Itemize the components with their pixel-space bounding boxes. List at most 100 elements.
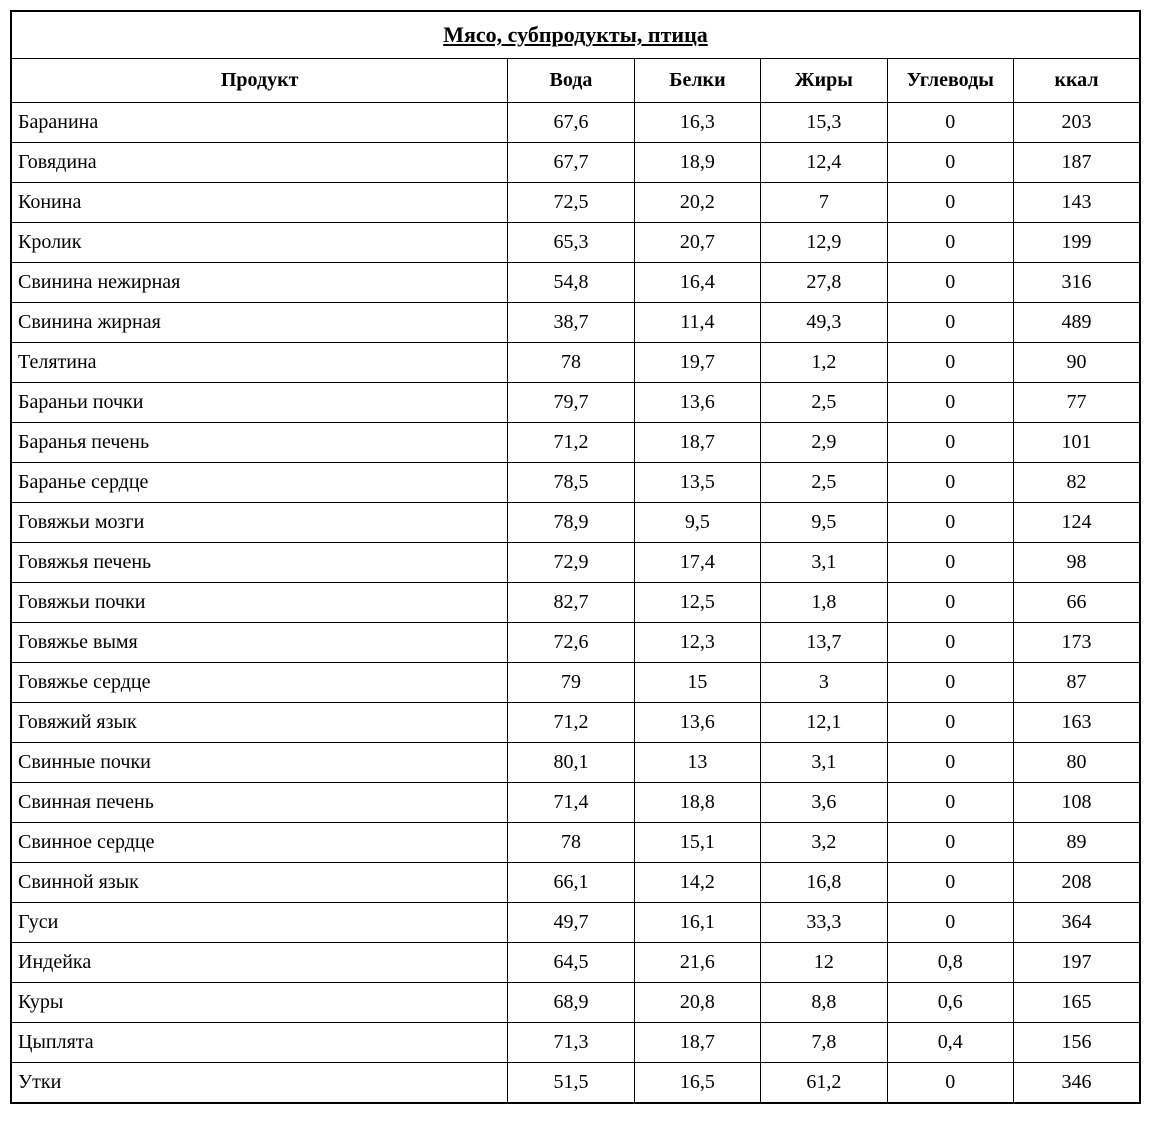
- product-cell: Свинная печень: [11, 783, 508, 823]
- column-header-protein: Белки: [634, 59, 760, 103]
- product-cell: Говяжьи мозги: [11, 503, 508, 543]
- data-cell: 16,4: [634, 263, 760, 303]
- data-cell: 7: [761, 183, 887, 223]
- data-cell: 0: [887, 583, 1013, 623]
- data-cell: 3,1: [761, 743, 887, 783]
- data-cell: 12,9: [761, 223, 887, 263]
- data-cell: 16,5: [634, 1063, 760, 1104]
- data-cell: 0: [887, 743, 1013, 783]
- product-cell: Свинной язык: [11, 863, 508, 903]
- data-cell: 0: [887, 263, 1013, 303]
- table-row: Свинина жирная38,711,449,30489: [11, 303, 1140, 343]
- data-cell: 33,3: [761, 903, 887, 943]
- data-cell: 0,6: [887, 983, 1013, 1023]
- data-cell: 1,8: [761, 583, 887, 623]
- product-cell: Говяжий язык: [11, 703, 508, 743]
- data-cell: 71,2: [508, 703, 634, 743]
- data-cell: 1,2: [761, 343, 887, 383]
- data-cell: 0: [887, 423, 1013, 463]
- product-cell: Свинное сердце: [11, 823, 508, 863]
- table-row: Говяжье сердце79153087: [11, 663, 1140, 703]
- data-cell: 67,7: [508, 143, 634, 183]
- product-cell: Баранья печень: [11, 423, 508, 463]
- column-header-fat: Жиры: [761, 59, 887, 103]
- data-cell: 9,5: [761, 503, 887, 543]
- data-cell: 143: [1014, 183, 1140, 223]
- data-cell: 13,6: [634, 383, 760, 423]
- product-cell: Утки: [11, 1063, 508, 1104]
- data-cell: 0: [887, 103, 1013, 143]
- data-cell: 14,2: [634, 863, 760, 903]
- data-cell: 163: [1014, 703, 1140, 743]
- table-row: Говяжье вымя72,612,313,70173: [11, 623, 1140, 663]
- data-cell: 12,1: [761, 703, 887, 743]
- data-cell: 71,2: [508, 423, 634, 463]
- data-cell: 15,3: [761, 103, 887, 143]
- data-cell: 27,8: [761, 263, 887, 303]
- product-cell: Кролик: [11, 223, 508, 263]
- data-cell: 156: [1014, 1023, 1140, 1063]
- data-cell: 199: [1014, 223, 1140, 263]
- data-cell: 49,7: [508, 903, 634, 943]
- table-row: Свинные почки80,1133,1080: [11, 743, 1140, 783]
- data-cell: 78,9: [508, 503, 634, 543]
- data-cell: 165: [1014, 983, 1140, 1023]
- data-cell: 80: [1014, 743, 1140, 783]
- table-row: Баранья печень71,218,72,90101: [11, 423, 1140, 463]
- data-cell: 82,7: [508, 583, 634, 623]
- data-cell: 0: [887, 863, 1013, 903]
- table-row: Конина72,520,270143: [11, 183, 1140, 223]
- data-cell: 203: [1014, 103, 1140, 143]
- table-row: Кролик65,320,712,90199: [11, 223, 1140, 263]
- data-cell: 11,4: [634, 303, 760, 343]
- data-cell: 78,5: [508, 463, 634, 503]
- data-cell: 67,6: [508, 103, 634, 143]
- data-cell: 0: [887, 223, 1013, 263]
- data-cell: 64,5: [508, 943, 634, 983]
- data-cell: 0: [887, 903, 1013, 943]
- data-cell: 0: [887, 783, 1013, 823]
- product-cell: Куры: [11, 983, 508, 1023]
- data-cell: 0: [887, 143, 1013, 183]
- data-cell: 17,4: [634, 543, 760, 583]
- data-cell: 13,7: [761, 623, 887, 663]
- data-cell: 12,4: [761, 143, 887, 183]
- data-cell: 72,6: [508, 623, 634, 663]
- table-row: Индейка64,521,6120,8197: [11, 943, 1140, 983]
- data-cell: 80,1: [508, 743, 634, 783]
- data-cell: 0: [887, 463, 1013, 503]
- data-cell: 19,7: [634, 343, 760, 383]
- product-cell: Свинина нежирная: [11, 263, 508, 303]
- data-cell: 8,8: [761, 983, 887, 1023]
- data-cell: 18,7: [634, 423, 760, 463]
- table-row: Свинной язык66,114,216,80208: [11, 863, 1140, 903]
- table-row: Баранье сердце78,513,52,5082: [11, 463, 1140, 503]
- column-header-product: Продукт: [11, 59, 508, 103]
- data-cell: 3,6: [761, 783, 887, 823]
- data-cell: 346: [1014, 1063, 1140, 1104]
- product-cell: Конина: [11, 183, 508, 223]
- table-body: Баранина67,616,315,30203Говядина67,718,9…: [11, 103, 1140, 1104]
- data-cell: 197: [1014, 943, 1140, 983]
- data-cell: 0: [887, 703, 1013, 743]
- table-row: Говяжьи почки82,712,51,8066: [11, 583, 1140, 623]
- data-cell: 173: [1014, 623, 1140, 663]
- data-cell: 98: [1014, 543, 1140, 583]
- data-cell: 66,1: [508, 863, 634, 903]
- product-cell: Бараньи почки: [11, 383, 508, 423]
- table-row: Бараньи почки79,713,62,5077: [11, 383, 1140, 423]
- product-cell: Цыплята: [11, 1023, 508, 1063]
- column-header-water: Вода: [508, 59, 634, 103]
- data-cell: 51,5: [508, 1063, 634, 1104]
- data-cell: 101: [1014, 423, 1140, 463]
- data-cell: 61,2: [761, 1063, 887, 1104]
- data-cell: 71,3: [508, 1023, 634, 1063]
- table-header-row: Продукт Вода Белки Жиры Углеводы ккал: [11, 59, 1140, 103]
- data-cell: 0: [887, 823, 1013, 863]
- product-cell: Говядина: [11, 143, 508, 183]
- data-cell: 16,3: [634, 103, 760, 143]
- data-cell: 13: [634, 743, 760, 783]
- data-cell: 82: [1014, 463, 1140, 503]
- product-cell: Говяжьи почки: [11, 583, 508, 623]
- product-cell: Гуси: [11, 903, 508, 943]
